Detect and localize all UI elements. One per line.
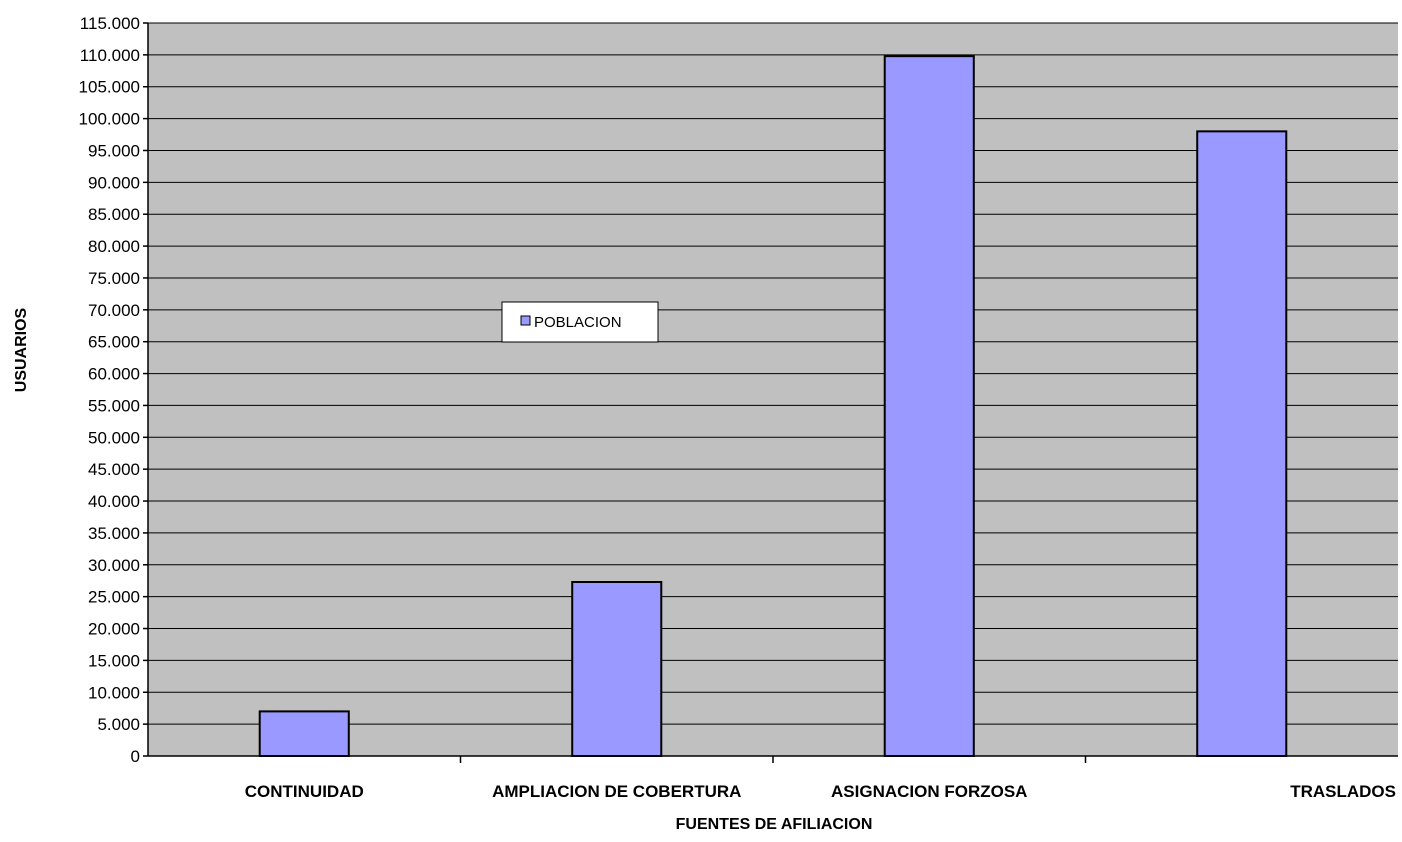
gridlines [148, 22, 1398, 725]
x-tick-label: ASIGNACION FORZOSA [831, 782, 1027, 801]
y-tick-label: 35.000 [88, 524, 140, 543]
y-tick-label: 110.000 [80, 46, 140, 65]
y-tick-label: 70.000 [88, 301, 140, 320]
y-tick-label: 105.000 [79, 78, 140, 97]
y-tick-label: 40.000 [88, 492, 140, 511]
legend-label: POBLACION [534, 314, 622, 331]
y-tick-label: 20.000 [88, 620, 140, 639]
bar [883, 55, 975, 757]
x-axis-title: FUENTES DE AFILIACION [676, 816, 873, 833]
y-tick-label: 0 [131, 747, 140, 766]
axes [143, 22, 1398, 763]
legend-swatch [520, 315, 531, 326]
x-tick-label: CONTINUIDAD [245, 782, 364, 801]
y-tick-label: 30.000 [88, 556, 140, 575]
plot-area [148, 23, 1398, 756]
x-tick-labels: CONTINUIDAD AMPLIACION DE COBERTURA ASIGNA… [245, 782, 1396, 801]
y-tick-label: 75.000 [88, 269, 140, 288]
y-tick-label: 100.000 [79, 110, 140, 129]
bar [258, 710, 350, 758]
y-tick-labels: 0 5.000 10.000 15.000 20.000 25.000 30.000 35.0… [79, 14, 140, 766]
y-tick-label: 80.000 [88, 237, 140, 256]
y-tick-label: 90.000 [88, 173, 140, 192]
y-tick-label: 85.000 [88, 205, 140, 224]
x-tick-label: AMPLIACION DE COBERTURA [492, 782, 741, 801]
y-tick-label: 115.000 [80, 14, 140, 33]
y-tick-label: 25.000 [88, 588, 140, 607]
y-tick-label: 55.000 [88, 396, 140, 415]
x-tick-label: TRASLADOS [1290, 782, 1396, 801]
y-tick-label: 60.000 [88, 365, 140, 384]
y-tick-label: 5.000 [97, 715, 140, 734]
y-tick-label: 65.000 [88, 333, 140, 352]
bar [571, 580, 663, 758]
legend: POBLACION [501, 301, 659, 343]
bar [1196, 130, 1288, 758]
y-tick-label: 50.000 [88, 428, 140, 447]
y-tick-label: 10.000 [88, 683, 140, 702]
y-tick-label: 45.000 [88, 460, 140, 479]
y-tick-label: 95.000 [88, 141, 140, 160]
y-axis-title: USUARIOS [13, 307, 30, 392]
y-tick-label: 15.000 [88, 651, 140, 670]
